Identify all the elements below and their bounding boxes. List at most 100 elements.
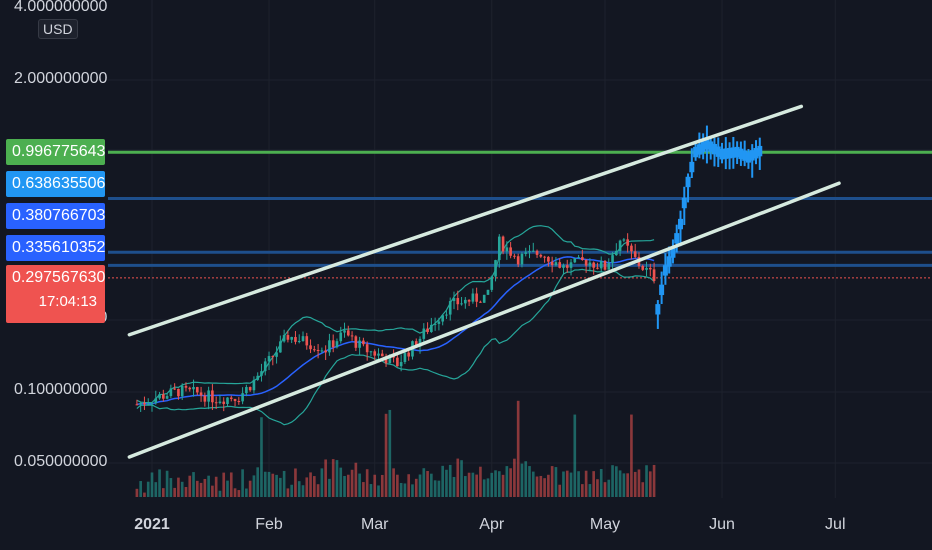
volume-bar: [467, 472, 471, 497]
volume-bar: [603, 482, 607, 497]
volume-bar: [301, 485, 305, 497]
volume-bar: [513, 458, 516, 497]
candle-up: [464, 299, 467, 304]
candle-down: [396, 357, 399, 367]
volume-bar: [501, 474, 505, 497]
volume-bar: [313, 476, 316, 497]
projection-body: [704, 138, 710, 150]
projection-body: [727, 147, 733, 159]
volume-bar: [592, 471, 595, 497]
volume-bar: [452, 477, 456, 497]
candle-up: [562, 265, 565, 268]
volume-bar: [426, 471, 429, 497]
projection-body: [711, 143, 717, 155]
volume-bar: [343, 475, 346, 497]
volume-bar: [233, 488, 237, 497]
candle-down: [271, 356, 275, 358]
candle-up: [275, 352, 278, 357]
volume-bar: [599, 469, 603, 497]
volume-bar: [418, 474, 422, 497]
price-tag-value: 0.996775643: [12, 143, 106, 160]
volume-bar: [543, 478, 546, 497]
last-price-tag: 0.297567630 17:04:13: [6, 265, 105, 323]
candle-down: [294, 337, 297, 342]
candle-down: [592, 262, 595, 268]
candles: [135, 233, 656, 412]
candle-up: [369, 351, 373, 353]
volume-bar: [195, 480, 199, 497]
volume-bar: [422, 468, 426, 497]
candle-down: [199, 392, 203, 396]
x-tick-label: Apr: [479, 516, 505, 533]
candle-up: [377, 353, 380, 356]
candle-down: [316, 349, 320, 352]
volume-bar: [350, 469, 354, 497]
countdown-timer: 17:04:13: [38, 293, 97, 310]
projection-body: [715, 146, 721, 157]
candle-up: [290, 337, 293, 340]
channel-lines: [127, 104, 841, 459]
volume-bar: [271, 473, 275, 497]
candle-down: [309, 345, 312, 350]
candle-up: [320, 350, 324, 352]
projection-body: [745, 152, 751, 163]
candle-up: [328, 340, 331, 353]
volume-bar: [531, 471, 535, 497]
candle-down: [346, 330, 350, 336]
projection-body: [666, 256, 672, 267]
volume-bar: [414, 478, 418, 497]
candle-down: [630, 245, 633, 252]
candle-down: [233, 398, 237, 401]
projection-body: [670, 247, 676, 258]
volume-bar: [177, 477, 180, 497]
candle-down: [365, 344, 369, 353]
volume-bar: [392, 468, 395, 497]
y-tick-label: 0.050000000: [14, 453, 108, 470]
candle-down: [467, 299, 471, 302]
volume-bar: [562, 471, 565, 497]
candle-down: [565, 265, 569, 268]
candle-down: [626, 239, 629, 246]
volume-bar: [573, 414, 577, 497]
candle-up: [433, 323, 437, 325]
candle-down: [350, 335, 354, 337]
volume-bar: [369, 484, 373, 497]
volume-bar: [633, 471, 637, 497]
candle-down: [195, 387, 199, 393]
projection-body: [678, 218, 683, 230]
candle-up: [607, 263, 611, 270]
volume-bar: [218, 490, 222, 497]
volume-bar: [192, 472, 195, 497]
volume-bar: [226, 480, 229, 497]
candle-down: [188, 387, 192, 390]
volume-bar: [584, 470, 588, 497]
candle-down: [173, 388, 176, 390]
projection-bars: [655, 125, 763, 329]
currency-badge[interactable]: USD: [38, 19, 78, 39]
volume-bar: [403, 483, 407, 497]
volume-bar: [384, 413, 388, 497]
volume-bar: [437, 480, 441, 497]
candle-down: [203, 395, 207, 402]
channel-line: [127, 181, 841, 459]
volume-bar: [535, 476, 539, 497]
volume-bar: [184, 487, 188, 497]
projection-body: [696, 144, 702, 155]
candle-up: [588, 262, 592, 266]
projection-body: [681, 197, 687, 209]
volume-bar: [207, 475, 210, 497]
candle-down: [407, 352, 411, 357]
volume-bar: [143, 492, 146, 497]
candle-down: [513, 255, 516, 257]
volume-bar: [324, 459, 327, 497]
volume-bar: [505, 466, 509, 497]
candle-up: [430, 324, 433, 332]
price-level-tag: 0.335610352: [6, 235, 105, 261]
volume-bar: [528, 466, 531, 497]
candle-down: [558, 262, 562, 268]
volume-bar: [305, 477, 309, 497]
candle-up: [645, 267, 648, 270]
